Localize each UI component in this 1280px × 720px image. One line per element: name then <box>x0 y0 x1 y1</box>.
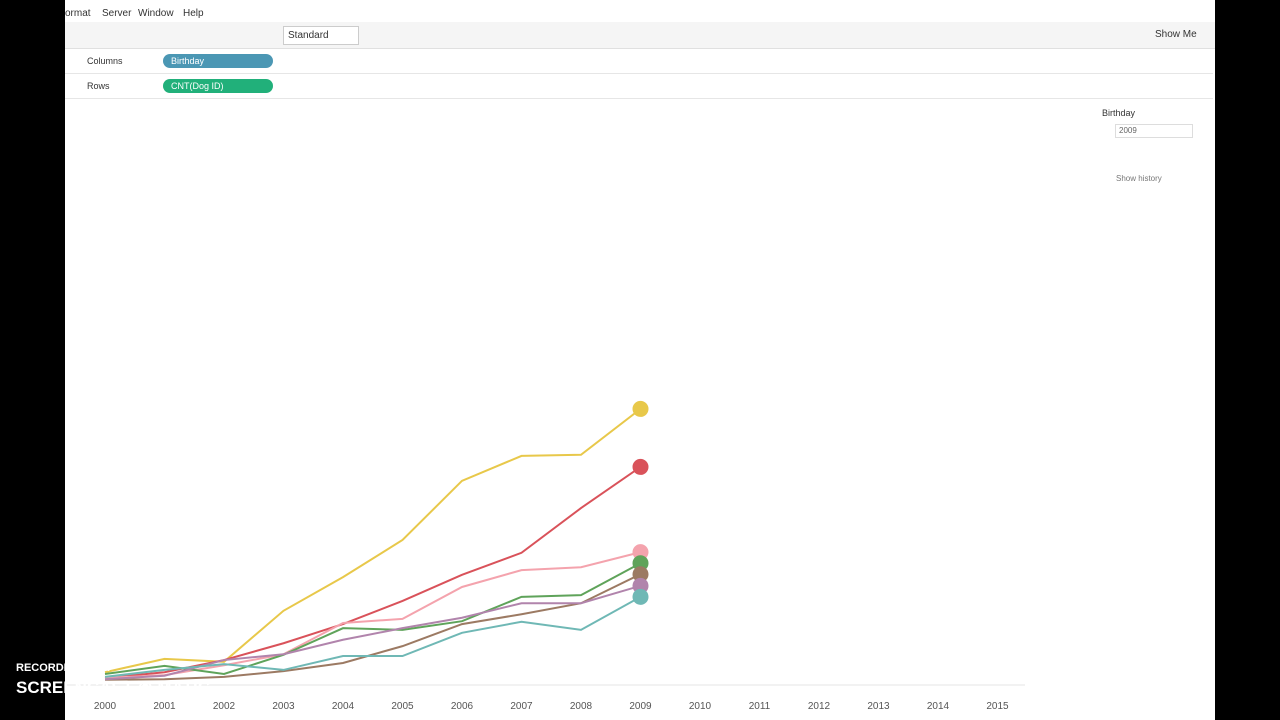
rows-shelf: Rows CNT(Dog ID) <box>65 74 1213 99</box>
card-title: Birthday <box>1102 108 1136 118</box>
tableau-window: ormat Server Window Help Standard Show M… <box>65 0 1215 720</box>
x-tick-label: 2004 <box>332 701 355 712</box>
watermark-line: RECORDED WITH <box>16 662 111 674</box>
current-point <box>632 577 649 594</box>
current-point <box>632 588 649 605</box>
watermark-logo: SCREENCAST ◉ MATIC <box>16 678 210 697</box>
x-tick-label: 2012 <box>808 701 831 712</box>
current-point <box>632 458 649 475</box>
x-tick-label: 2011 <box>749 701 771 712</box>
shelf-label: Columns <box>87 56 123 66</box>
current-point <box>632 566 649 583</box>
x-tick-label: 2005 <box>391 701 414 712</box>
chart: 2000 2001 2002 2003 2004 2005 2006 2007 2008 2009… <box>65 100 1092 720</box>
menu-item[interactable]: Server <box>102 8 132 19</box>
x-tick-label: 2009 <box>629 701 652 712</box>
x-tick-label: 2006 <box>451 701 474 712</box>
series-line <box>104 466 642 680</box>
pill[interactable]: Birthday <box>163 54 273 68</box>
toolbar: Standard Show Me <box>65 22 1215 49</box>
current-point <box>632 555 649 572</box>
x-tick-label: 2010 <box>689 701 712 712</box>
series-line <box>104 551 641 680</box>
series-line <box>104 408 642 674</box>
x-tick-label: 2000 <box>94 701 117 712</box>
shelf-label: Rows <box>87 81 110 91</box>
watermark-text: MATIC <box>157 678 210 697</box>
pages-card: Birthday 2009 Show history <box>1095 102 1213 192</box>
x-tick-label: 2015 <box>986 701 1009 712</box>
columns-shelf: Columns Birthday <box>65 49 1213 74</box>
x-tick-label: 2013 <box>867 701 890 712</box>
history-toggle[interactable]: Show history <box>1116 174 1162 183</box>
show-me[interactable]: Show Me <box>1155 29 1197 40</box>
menu-item[interactable]: ormat <box>65 8 91 19</box>
page-value: 2009 <box>1119 126 1137 135</box>
fit-value: Standard <box>288 30 329 41</box>
fit-dropdown[interactable]: Standard <box>283 26 359 45</box>
page-dropdown[interactable]: 2009 <box>1115 124 1193 138</box>
x-tick-label: 2001 <box>153 701 176 712</box>
x-tick-label: 2014 <box>927 701 950 712</box>
x-tick-label: 2008 <box>570 701 593 712</box>
menu-item[interactable]: Help <box>183 8 204 19</box>
series-line <box>104 562 641 676</box>
menu-item[interactable]: Window <box>138 8 174 19</box>
x-tick-label: 2002 <box>213 701 236 712</box>
watermark-text: SCREENCAST <box>16 678 134 697</box>
pill[interactable]: CNT(Dog ID) <box>163 79 273 93</box>
current-point <box>632 544 649 561</box>
plot-background <box>65 100 1092 720</box>
menu-bar: ormat Server Window Help <box>65 0 1215 22</box>
x-tick-label: 2007 <box>510 701 533 712</box>
x-tick-label: 2003 <box>272 701 295 712</box>
current-point <box>632 400 649 417</box>
watermark: RECORDED WITH SCREENCAST ◉ MATIC <box>16 662 210 698</box>
